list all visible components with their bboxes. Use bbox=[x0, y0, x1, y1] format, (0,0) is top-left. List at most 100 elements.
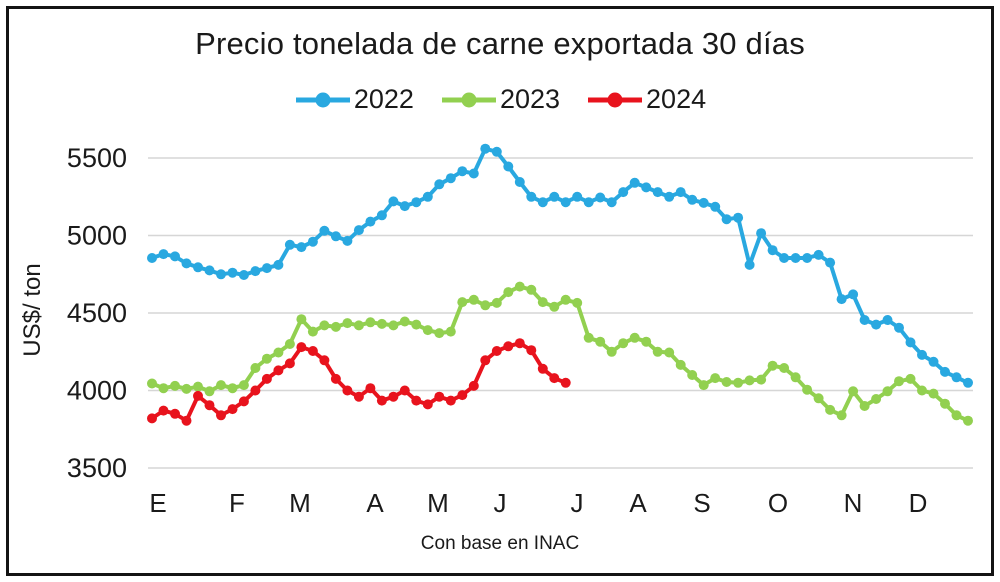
x-tick-label: O bbox=[768, 488, 788, 518]
series-2022-marker bbox=[399, 201, 410, 212]
series-2023-marker bbox=[204, 386, 215, 397]
series-2022-marker bbox=[629, 177, 640, 188]
x-tick-label: M bbox=[289, 488, 311, 518]
chart-title: Precio tonelada de carne exportada 30 dí… bbox=[195, 26, 805, 61]
series-2024-marker bbox=[376, 395, 387, 406]
series-2023-marker bbox=[526, 284, 537, 295]
series-2023-marker bbox=[434, 328, 445, 339]
series-2023-marker bbox=[652, 346, 663, 357]
legend-swatch-line-dot-icon bbox=[295, 92, 350, 107]
series-2022-marker bbox=[422, 191, 433, 202]
series-2023-marker bbox=[457, 297, 468, 308]
series-2023-marker bbox=[779, 363, 790, 373]
series-2023-marker bbox=[675, 359, 686, 370]
series-2023-marker bbox=[560, 294, 571, 305]
series-2024-marker bbox=[273, 365, 284, 376]
series-2023-marker bbox=[721, 377, 732, 387]
series-2022-marker bbox=[733, 212, 744, 223]
series-2022-marker bbox=[825, 257, 836, 268]
x-tick-label: E bbox=[149, 488, 166, 518]
series-2022-marker bbox=[445, 173, 456, 184]
series-2022-marker bbox=[181, 258, 192, 269]
series-2023-marker bbox=[468, 294, 479, 305]
series-2023-marker bbox=[848, 386, 859, 397]
legend-entry-2022: 2022 bbox=[294, 84, 414, 115]
series-2022-marker bbox=[641, 182, 652, 193]
series-2023-marker bbox=[917, 385, 927, 396]
series-2022-marker bbox=[802, 253, 813, 263]
series-2024-marker bbox=[526, 345, 537, 356]
series-2023-marker bbox=[744, 375, 755, 386]
series-2022-marker bbox=[158, 249, 169, 260]
series-2024-marker bbox=[261, 373, 272, 384]
legend: 2022 2023 2024 bbox=[0, 84, 1000, 115]
series-2024-marker bbox=[434, 391, 445, 402]
series-2022-marker bbox=[549, 191, 560, 202]
series-2022-marker bbox=[170, 251, 180, 262]
series-2024-marker bbox=[147, 413, 157, 424]
series-2022-marker bbox=[675, 187, 686, 198]
legend-entry-2023: 2023 bbox=[440, 84, 560, 115]
series-2022-marker bbox=[859, 315, 870, 325]
series-2022-marker bbox=[307, 236, 318, 247]
series-2023-marker bbox=[388, 320, 399, 331]
series-2024-marker bbox=[342, 385, 353, 396]
series-2022-marker bbox=[342, 235, 353, 246]
series-2022-marker bbox=[238, 270, 249, 280]
series-2022-marker bbox=[273, 259, 284, 270]
series-2024-marker bbox=[537, 363, 548, 374]
series-2024-marker bbox=[216, 410, 226, 421]
series-2023-marker bbox=[250, 363, 261, 373]
series-2024-marker bbox=[170, 408, 180, 419]
series-2022-marker bbox=[618, 187, 629, 198]
series-2022-marker bbox=[434, 179, 445, 190]
series-2023-marker bbox=[756, 374, 767, 385]
series-2023-marker bbox=[319, 320, 330, 331]
series-2022-marker bbox=[457, 166, 468, 177]
series-2022-marker bbox=[526, 191, 537, 202]
series-2022-marker bbox=[687, 194, 698, 205]
series-2022-marker bbox=[204, 265, 215, 276]
series-2023-marker bbox=[365, 317, 376, 328]
legend-entry-2024: 2024 bbox=[586, 84, 706, 115]
series-2023-marker bbox=[399, 316, 410, 327]
series-2023-marker bbox=[629, 332, 640, 343]
series-2023-marker bbox=[802, 384, 813, 395]
x-tick-label: S bbox=[693, 488, 710, 518]
series-2024-marker bbox=[549, 373, 560, 384]
series-2023-marker bbox=[537, 297, 548, 308]
series-2024-marker bbox=[514, 338, 525, 349]
y-tick-label: 3500 bbox=[67, 453, 127, 483]
series-2023-marker bbox=[227, 383, 238, 394]
series-2022-marker bbox=[216, 269, 226, 280]
series-2023-marker bbox=[583, 332, 594, 343]
series-2022-marker bbox=[537, 197, 548, 208]
series-2024-marker bbox=[353, 391, 364, 402]
series-2023-marker bbox=[158, 383, 169, 394]
series-2023-marker bbox=[411, 319, 422, 330]
x-tick-label: A bbox=[366, 488, 384, 518]
series-2024-marker bbox=[193, 390, 203, 401]
legend-label-2022: 2022 bbox=[353, 84, 414, 114]
series-2022-marker bbox=[583, 197, 594, 208]
series-2022-marker bbox=[951, 372, 962, 383]
series-2022-marker bbox=[514, 177, 525, 187]
series-2023-marker bbox=[170, 380, 180, 391]
series-2023-marker bbox=[618, 338, 629, 349]
series-2022-marker bbox=[871, 319, 882, 330]
series-2023-marker bbox=[963, 415, 973, 426]
series-2023-marker bbox=[641, 336, 652, 347]
series-2023-marker bbox=[284, 339, 295, 349]
legend-swatch-line-dot-icon bbox=[441, 92, 496, 107]
series-2022-marker bbox=[480, 143, 491, 154]
series-2024-marker bbox=[319, 355, 330, 366]
x-tick-label: A bbox=[629, 488, 647, 518]
series-2022-marker bbox=[468, 168, 479, 179]
series-2023-marker bbox=[687, 370, 698, 380]
series-2024-marker bbox=[181, 415, 192, 426]
series-2022-marker bbox=[721, 214, 732, 225]
y-axis-title: US$/ ton bbox=[19, 263, 46, 356]
series-2023-marker bbox=[894, 376, 904, 387]
series-2023-marker bbox=[491, 297, 502, 308]
